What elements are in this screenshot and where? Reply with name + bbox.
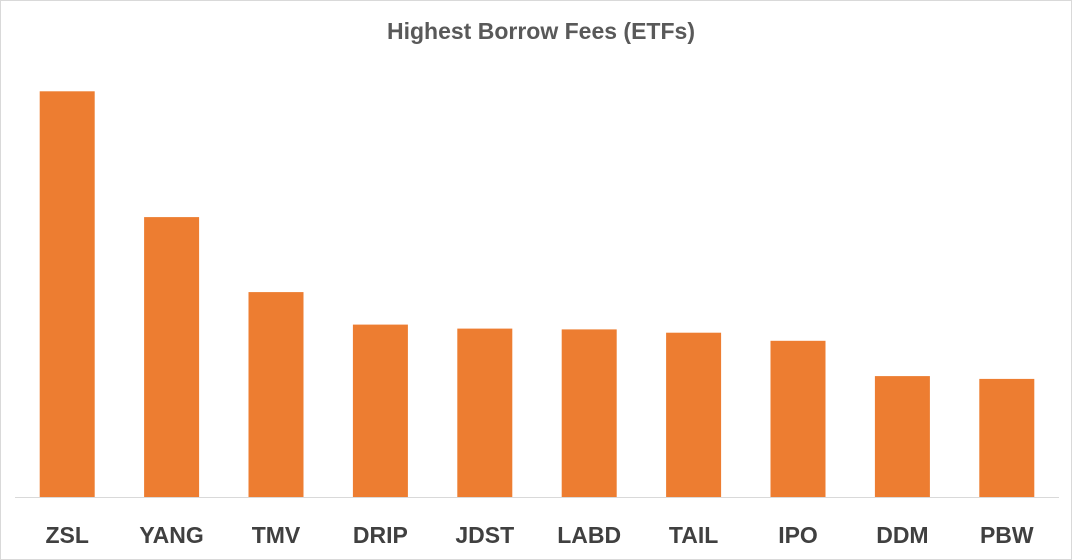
bar-tail: [666, 332, 722, 497]
bar-jdst: [457, 328, 513, 497]
x-tick-label-ipo: IPO: [778, 522, 818, 548]
x-tick-label-drip: DRIP: [353, 522, 408, 548]
x-tick-label-ddm: DDM: [876, 522, 928, 548]
bar-zsl: [39, 91, 95, 498]
bar-yang: [144, 217, 200, 497]
x-tick-label-yang: YANG: [139, 522, 203, 548]
bars-group: [39, 91, 1035, 498]
x-tick-label-tmv: TMV: [252, 522, 301, 548]
bar-pbw: [979, 378, 1035, 497]
bar-ipo: [770, 340, 826, 497]
chart-title: Highest Borrow Fees (ETFs): [387, 18, 695, 44]
x-tick-label-zsl: ZSL: [45, 522, 88, 548]
x-tick-label-pbw: PBW: [980, 522, 1034, 548]
bar-drip: [352, 324, 408, 497]
bar-ddm: [874, 376, 930, 497]
x-tick-label-tail: TAIL: [669, 522, 718, 548]
x-tick-label-labd: LABD: [557, 522, 621, 548]
x-tick-labels: ZSL YANG TMV DRIP JDST LABD TAIL IPO DDM PBW: [45, 522, 1033, 548]
x-tick-label-jdst: JDST: [455, 522, 514, 548]
bar-labd: [561, 329, 617, 497]
bar-tmv: [248, 292, 304, 497]
